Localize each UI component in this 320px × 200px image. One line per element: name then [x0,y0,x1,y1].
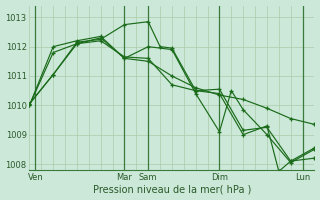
X-axis label: Pression niveau de la mer( hPa ): Pression niveau de la mer( hPa ) [93,184,251,194]
